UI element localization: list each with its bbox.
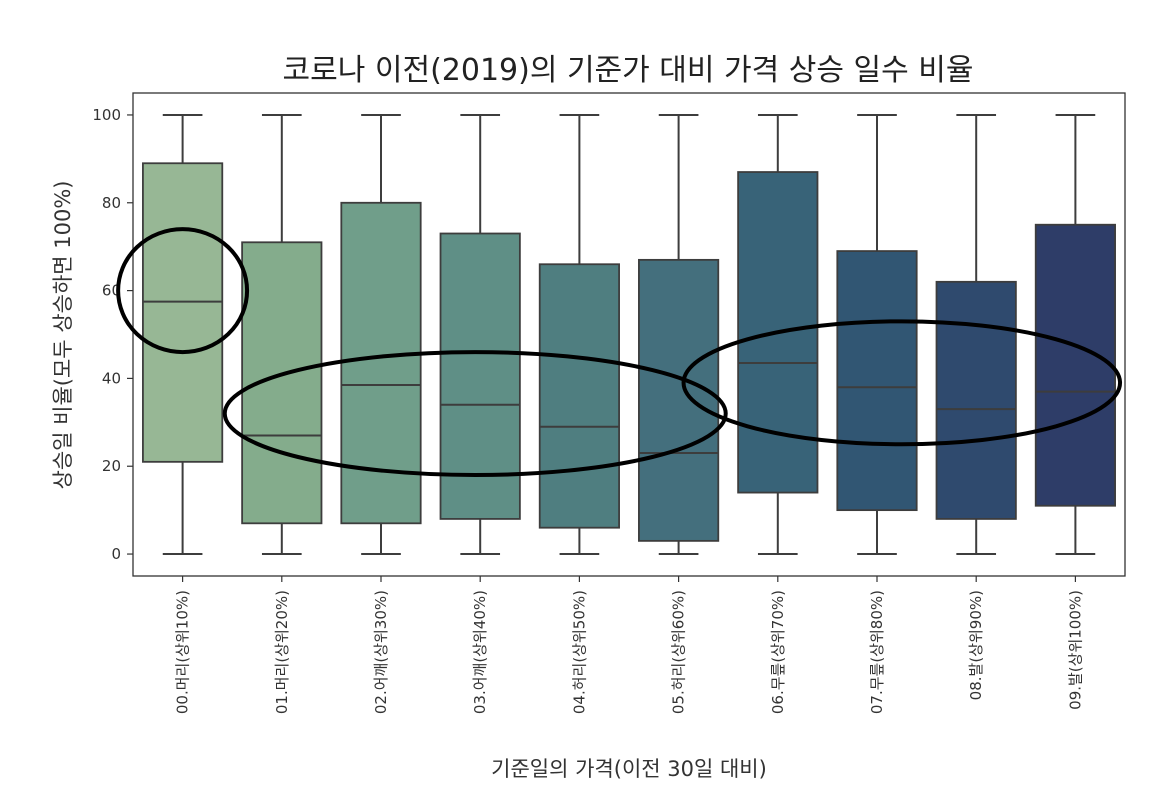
annotation-ellipse-2	[681, 319, 1123, 447]
y-tick-label: 20	[102, 457, 121, 475]
x-tick-label: 09.발(상위100%)	[1066, 590, 1084, 710]
iqr-box	[836, 250, 918, 512]
y-axis: 0 20 40 60 80 100	[92, 106, 133, 563]
x-tick-label: 00.머리(상위10%)	[174, 590, 192, 714]
box-1	[241, 113, 323, 556]
box-8	[935, 113, 1017, 556]
box-4	[538, 113, 620, 556]
y-tick-label: 80	[102, 194, 121, 212]
annotation-ellipse-1	[222, 350, 728, 478]
x-tick-label: 04.허리(상위50%)	[570, 590, 588, 714]
iqr-box	[241, 241, 323, 525]
box-9	[1034, 113, 1116, 556]
x-tick-label: 07.무릎(상위80%)	[868, 590, 886, 714]
y-axis-label: 상승일 비율(모두 상승하면 100%)	[51, 181, 75, 490]
chart-title: 코로나 이전(2019)의 기준가 대비 가격 상승 일수 비율	[283, 53, 974, 88]
x-tick-label: 01.머리(상위20%)	[273, 590, 291, 714]
x-tick-label: 03.어깨(상위40%)	[471, 590, 489, 714]
y-tick-label: 60	[102, 282, 121, 300]
box-2	[340, 113, 422, 556]
iqr-box	[935, 280, 1017, 520]
box-0	[142, 113, 224, 556]
boxes	[142, 113, 1116, 556]
box-6	[737, 113, 819, 556]
x-axis-label: 기준일의 가격(이전 30일 대비)	[491, 757, 767, 781]
x-tick-label: 06.무릎(상위70%)	[769, 590, 787, 714]
box-7	[836, 113, 918, 556]
iqr-box	[1034, 223, 1116, 507]
annotation-ellipse-0	[116, 227, 250, 355]
y-tick-label: 100	[92, 106, 121, 124]
plot-area	[132, 92, 1126, 577]
iqr-box	[538, 263, 620, 529]
box-3	[439, 113, 521, 556]
iqr-box	[638, 258, 720, 542]
y-tick-label: 40	[102, 369, 121, 387]
x-tick-label: 08.발(상위90%)	[967, 590, 985, 700]
box-5	[638, 113, 720, 556]
x-tick-label: 05.허리(상위60%)	[670, 590, 688, 714]
x-tick-label: 02.어깨(상위30%)	[372, 590, 390, 714]
y-tick-label: 0	[111, 545, 121, 563]
iqr-box	[340, 201, 422, 525]
x-axis: 00.머리(상위10%) 01.머리(상위20%) 02.어깨(상위30%) 03.어…	[174, 576, 1084, 714]
iqr-box	[142, 162, 224, 463]
iqr-box	[439, 232, 521, 520]
annotation-ellipses	[116, 227, 1123, 478]
